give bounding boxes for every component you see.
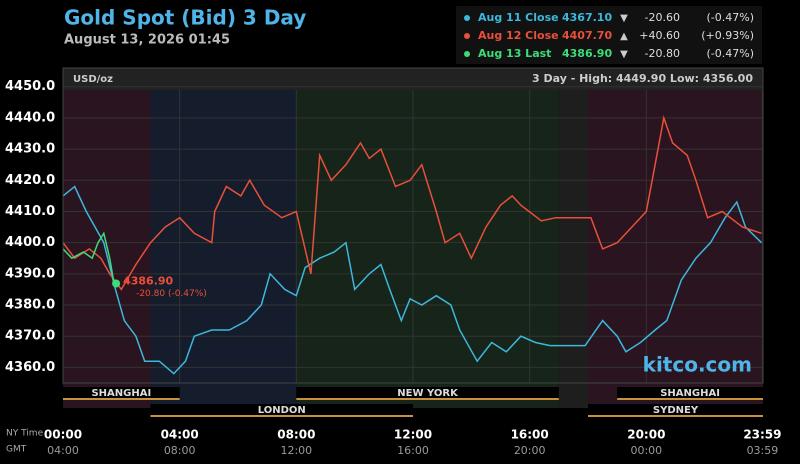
legend-pct: (-0.47%) bbox=[707, 11, 755, 24]
x2-tick-label: 00:00 bbox=[630, 444, 662, 457]
legend-name: Aug 12 Close bbox=[478, 29, 559, 42]
session-label-bg bbox=[150, 404, 413, 416]
y-tick-label: 4390.0 bbox=[5, 266, 55, 281]
price-line bbox=[62, 115, 762, 291]
range-label: 3 Day - High: 4449.90 Low: 4356.00 bbox=[532, 72, 753, 85]
legend-marker bbox=[464, 51, 470, 57]
session-band bbox=[558, 68, 588, 408]
x2-row-label: GMT bbox=[6, 445, 27, 455]
x2-tick-label: 04:00 bbox=[47, 444, 79, 457]
session-label-bg bbox=[63, 387, 180, 399]
chart-subtitle: August 13, 2026 01:45 bbox=[64, 33, 230, 48]
x-tick-label: 08:00 bbox=[277, 428, 315, 442]
session-label: SYDNEY bbox=[653, 405, 699, 416]
legend-arrow: ▼ bbox=[620, 49, 628, 60]
y-tick-label: 4380.0 bbox=[5, 298, 55, 313]
legend-name: Aug 13 Last bbox=[478, 47, 551, 60]
last-change: -20.80 (-0.47%) bbox=[136, 289, 207, 299]
x-row-label: NY Time bbox=[6, 429, 44, 439]
y-tick-label: 4400.0 bbox=[5, 235, 55, 250]
legend-arrow: ▲ bbox=[620, 31, 628, 42]
y-tick-label: 4450.0 bbox=[5, 79, 55, 94]
session-band bbox=[588, 68, 763, 408]
legend-change: -20.60 bbox=[645, 11, 680, 24]
last-label: 4386.90 bbox=[123, 275, 173, 288]
x-tick-label: 00:00 bbox=[44, 428, 82, 442]
x2-tick-label: 03:59 bbox=[747, 444, 779, 457]
legend-pct: (+0.93%) bbox=[701, 29, 754, 42]
session-label-bg bbox=[296, 387, 559, 399]
legend-close: 4407.70 bbox=[562, 29, 612, 42]
plot-header bbox=[63, 68, 763, 90]
legend-arrow: ▼ bbox=[620, 13, 628, 24]
legend-close: 4367.10 bbox=[562, 11, 612, 24]
plot-frame bbox=[62, 67, 764, 384]
x-tick-label: 04:00 bbox=[161, 428, 199, 442]
chart-title: Gold Spot (Bid) 3 Day bbox=[64, 6, 306, 30]
legend-change: -20.80 bbox=[645, 47, 680, 60]
x-tick-label: 16:00 bbox=[511, 428, 549, 442]
session-band bbox=[296, 68, 559, 408]
x2-tick-label: 16:00 bbox=[397, 444, 429, 457]
x2-tick-label: 20:00 bbox=[514, 444, 546, 457]
legend-marker bbox=[464, 15, 470, 21]
y-tick-label: 4430.0 bbox=[5, 142, 55, 157]
x-tick-label: 12:00 bbox=[394, 428, 432, 442]
legend-change: +40.60 bbox=[639, 29, 680, 42]
last-point bbox=[112, 279, 121, 288]
legend-pct: (-0.47%) bbox=[707, 47, 755, 60]
watermark: kitco.com bbox=[643, 353, 752, 377]
x-tick-label: 23:59 bbox=[743, 428, 781, 442]
y-tick-label: 4360.0 bbox=[5, 360, 55, 375]
x-tick-label: 20:00 bbox=[627, 428, 665, 442]
legend-marker bbox=[464, 33, 470, 39]
session-band bbox=[63, 68, 151, 408]
session-label: SHANGHAI bbox=[660, 388, 720, 399]
price-line bbox=[62, 231, 117, 285]
session-label: LONDON bbox=[258, 405, 306, 416]
session-label: NEW YORK bbox=[397, 388, 459, 399]
legend-close: 4386.90 bbox=[562, 47, 612, 60]
unit-label: USD/oz bbox=[73, 74, 113, 85]
y-tick-label: 4420.0 bbox=[5, 173, 55, 188]
session-label-bg bbox=[617, 387, 763, 399]
session-band bbox=[150, 68, 297, 408]
price-line bbox=[62, 185, 763, 375]
legend-bg bbox=[456, 6, 762, 64]
x2-tick-label: 08:00 bbox=[164, 444, 196, 457]
y-tick-label: 4440.0 bbox=[5, 110, 55, 125]
legend-name: Aug 11 Close bbox=[478, 11, 559, 24]
session-label-bg bbox=[588, 404, 763, 416]
y-tick-label: 4370.0 bbox=[5, 329, 55, 344]
session-label: SHANGHAI bbox=[91, 388, 151, 399]
y-tick-label: 4410.0 bbox=[5, 204, 55, 219]
x2-tick-label: 12:00 bbox=[280, 444, 312, 457]
